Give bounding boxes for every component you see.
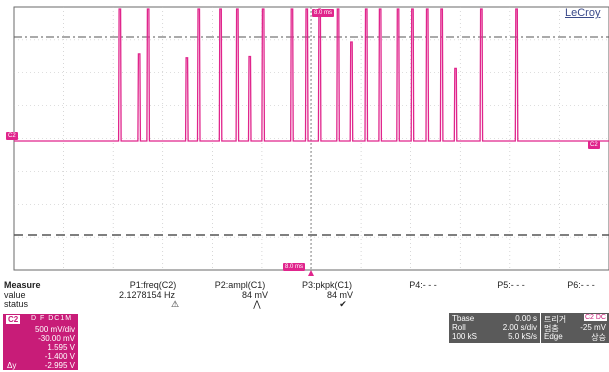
- plot-background: [13, 6, 609, 271]
- lecroy-logo: LeCroy: [565, 7, 601, 19]
- measure-p3-status: ✔: [339, 299, 347, 309]
- channel-2-delta: -2.995 V: [44, 361, 75, 370]
- measure-p2-status: ⋀: [253, 299, 261, 309]
- timebase-label-0: Tbase: [452, 314, 475, 323]
- timebase-label-1: Roll: [452, 323, 466, 332]
- timebase-value-1: 2.00 s/div: [502, 323, 537, 332]
- measure-p1-value: 2.1278154 Hz: [118, 290, 176, 300]
- measure-p1-status: ⚠: [170, 299, 180, 309]
- timebase-label-2: 100 kS: [452, 332, 477, 341]
- trigger-slope: 상승: [591, 333, 606, 342]
- measure-p3-value: 84 mV: [326, 290, 353, 300]
- channel-2-cursor-a: 1.595 V: [47, 343, 75, 352]
- trigger-time-marker-top[interactable]: 8.0 ms: [312, 9, 335, 17]
- channel-2-offset-marker-left[interactable]: C2: [6, 132, 18, 140]
- trigger-source-badge: C2 DC: [583, 314, 607, 321]
- channel-2-level-marker-right[interactable]: C2: [588, 141, 600, 149]
- cursor-time-marker-bottom[interactable]: 8.0 ms: [283, 263, 306, 271]
- channel-2-descriptor[interactable]: C2 D F DC1M 500 mV/div -30.00 mV 1.595 V…: [3, 314, 78, 370]
- channel-2-tag: C2: [6, 315, 21, 324]
- measure-p3-header[interactable]: P3:pkpk(C1): [301, 280, 353, 290]
- measure-row-status-label: status: [4, 299, 29, 309]
- trigger-level: -25 mV: [580, 323, 606, 332]
- measure-p2-value: 84 mV: [241, 290, 268, 300]
- channel-2-coupling-badges: D F DC1M: [31, 315, 73, 322]
- measure-p2-header[interactable]: P2:ampl(C1): [214, 280, 266, 290]
- measure-title: Measure: [4, 280, 41, 290]
- timebase-value-0: 0.00 s: [515, 314, 537, 323]
- timebase-value-2: 5.0 kS/s: [508, 332, 537, 341]
- measure-p5-header[interactable]: P5:- - -: [497, 280, 525, 290]
- trigger-point-marker[interactable]: [308, 270, 314, 276]
- measure-p4-header[interactable]: P4:- - -: [409, 280, 437, 290]
- channel-2-vdiv: 500 mV/div: [34, 325, 75, 334]
- measure-row-value-label: value: [4, 290, 26, 300]
- timebase-descriptor[interactable]: Tbase 0.00 s Roll 2.00 s/div 100 kS 5.0 …: [449, 313, 540, 343]
- measure-p6-header[interactable]: P6:- - -: [567, 280, 595, 290]
- channel-2-cursor-b: -1.400 V: [44, 352, 75, 361]
- measure-p1-header[interactable]: P1:freq(C2): [129, 280, 177, 290]
- trigger-label-0: 멈춤: [544, 324, 559, 333]
- channel-2-delta-label: Δy: [7, 361, 17, 370]
- channel-2-offset: -30.00 mV: [38, 334, 75, 343]
- trigger-label-1: Edge: [544, 332, 563, 341]
- trigger-descriptor[interactable]: 트리거 C2 DC 멈춤 -25 mV Edge 상승: [541, 313, 609, 343]
- trigger-title: 트리거: [544, 315, 567, 324]
